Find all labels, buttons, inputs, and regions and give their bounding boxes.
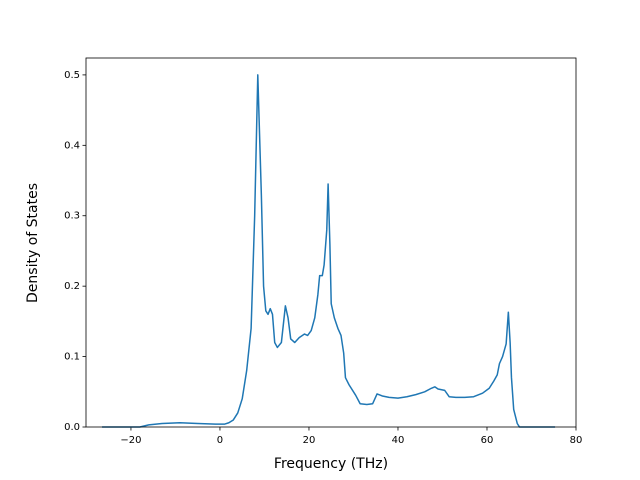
x-tick-label: 60 — [481, 435, 494, 446]
x-tick-label: 0 — [217, 435, 223, 446]
y-tick-label: 0.5 — [64, 70, 80, 81]
y-tick-label: 0.0 — [64, 422, 80, 433]
y-tick-label: 0.2 — [64, 281, 80, 292]
y-tick-label: 0.1 — [64, 352, 80, 363]
x-axis-label: Frequency (THz) — [274, 456, 388, 472]
y-tick-label: 0.4 — [64, 140, 80, 151]
y-tick-label: 0.3 — [64, 211, 80, 222]
plot-frame — [85, 57, 577, 428]
x-tick-label: 40 — [392, 435, 405, 446]
x-tick-label: 80 — [570, 435, 583, 446]
x-tick-label: 20 — [303, 435, 316, 446]
y-axis-label: Density of States — [25, 183, 41, 303]
x-tick-label: −20 — [120, 435, 141, 446]
line-series — [102, 74, 556, 428]
